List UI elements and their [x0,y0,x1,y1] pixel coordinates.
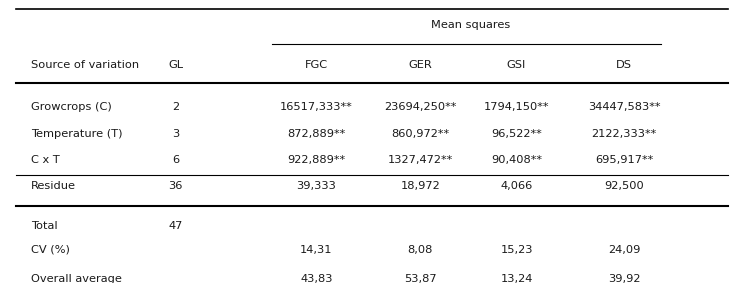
Text: Residue: Residue [31,181,76,191]
Text: 24,09: 24,09 [608,245,640,255]
Text: FGC: FGC [305,60,328,70]
Text: 39,333: 39,333 [296,181,336,191]
Text: 90,408**: 90,408** [491,155,542,165]
Text: GER: GER [408,60,432,70]
Text: 34447,583**: 34447,583** [588,102,660,112]
Text: Growcrops (C): Growcrops (C) [31,102,112,112]
Text: 92,500: 92,500 [604,181,644,191]
Text: 15,23: 15,23 [500,245,533,255]
Text: GL: GL [168,60,183,70]
Text: 23694,250**: 23694,250** [384,102,456,112]
Text: 43,83: 43,83 [300,274,333,283]
Text: 6: 6 [172,155,179,165]
Text: 14,31: 14,31 [300,245,333,255]
Text: 36: 36 [168,181,183,191]
Text: Temperature (T): Temperature (T) [31,128,123,139]
Text: 8,08: 8,08 [408,245,433,255]
Text: 3: 3 [172,128,179,139]
Text: Total: Total [31,221,58,231]
Text: Overall average: Overall average [31,274,122,283]
Text: 39,92: 39,92 [608,274,641,283]
Text: 2: 2 [172,102,179,112]
Text: 1794,150**: 1794,150** [484,102,549,112]
Text: DS: DS [616,60,632,70]
Text: 96,522**: 96,522** [491,128,542,139]
Text: 1327,472**: 1327,472** [388,155,453,165]
Text: 53,87: 53,87 [404,274,437,283]
Text: 695,917**: 695,917** [595,155,653,165]
Text: 4,066: 4,066 [501,181,533,191]
Text: 872,889**: 872,889** [287,128,345,139]
Text: 18,972: 18,972 [400,181,440,191]
Text: 47: 47 [168,221,183,231]
Text: 922,889**: 922,889** [287,155,345,165]
Text: 860,972**: 860,972** [391,128,449,139]
Text: 13,24: 13,24 [501,274,533,283]
Text: 2122,333**: 2122,333** [591,128,657,139]
Text: Mean squares: Mean squares [431,20,510,30]
Text: GSI: GSI [507,60,526,70]
Text: C x T: C x T [31,155,60,165]
Text: 16517,333**: 16517,333** [280,102,353,112]
Text: CV (%): CV (%) [31,245,70,255]
Text: Source of variation: Source of variation [31,60,139,70]
